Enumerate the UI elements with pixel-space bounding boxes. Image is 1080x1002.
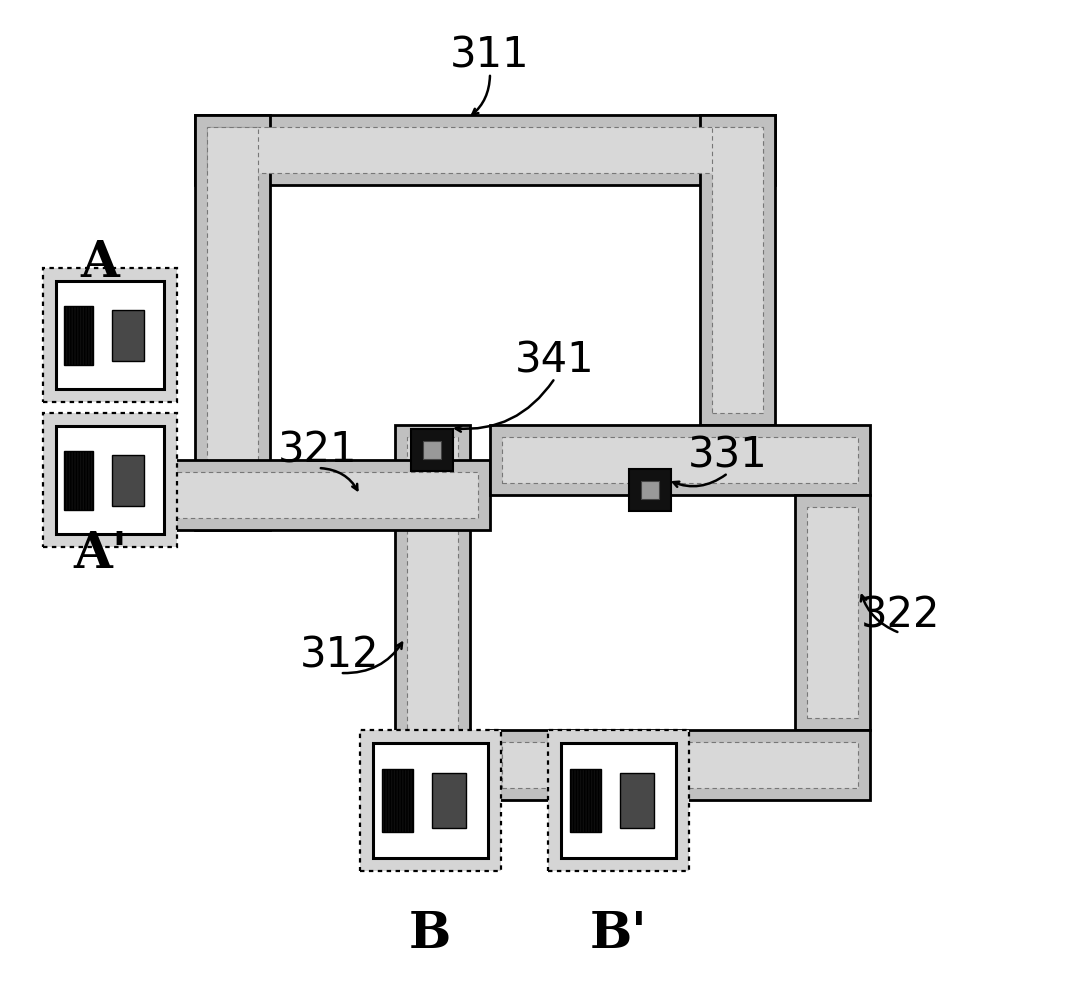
Bar — [502, 742, 858, 788]
Text: A': A' — [73, 530, 127, 579]
Bar — [381, 769, 413, 832]
Bar — [629, 469, 671, 511]
Text: 341: 341 — [515, 339, 595, 381]
Bar — [373, 742, 487, 858]
Bar — [207, 127, 258, 518]
Text: 322: 322 — [861, 594, 940, 636]
Bar — [565, 495, 795, 730]
Bar — [56, 281, 164, 389]
Bar — [700, 115, 775, 425]
Bar — [112, 310, 144, 361]
Bar — [395, 425, 470, 760]
Bar — [195, 115, 775, 185]
Bar — [411, 429, 453, 471]
Bar — [640, 481, 660, 499]
Bar — [548, 729, 689, 871]
Bar — [712, 127, 762, 413]
Text: 312: 312 — [300, 634, 380, 676]
Bar — [112, 455, 144, 505]
Text: 311: 311 — [450, 34, 530, 76]
Bar — [490, 730, 870, 800]
Bar — [270, 185, 700, 440]
Bar — [156, 460, 490, 530]
Bar — [807, 507, 858, 718]
Bar — [795, 495, 870, 730]
Text: 321: 321 — [279, 429, 357, 471]
Text: B: B — [409, 911, 451, 960]
Bar — [502, 437, 858, 483]
Bar — [207, 127, 762, 173]
Bar — [432, 773, 465, 828]
Bar — [64, 306, 93, 365]
Bar — [64, 451, 93, 509]
Text: B': B' — [590, 911, 647, 960]
Bar — [422, 441, 442, 460]
Bar — [195, 115, 270, 530]
Text: A: A — [81, 238, 120, 288]
Text: 331: 331 — [688, 434, 768, 476]
Bar — [43, 413, 177, 547]
Bar — [407, 437, 458, 748]
Bar — [360, 729, 500, 871]
Bar — [56, 426, 164, 534]
Bar — [490, 425, 870, 495]
Bar — [569, 769, 600, 832]
Bar — [620, 773, 653, 828]
Bar — [167, 472, 478, 518]
Bar — [561, 742, 675, 858]
Bar — [43, 268, 177, 402]
